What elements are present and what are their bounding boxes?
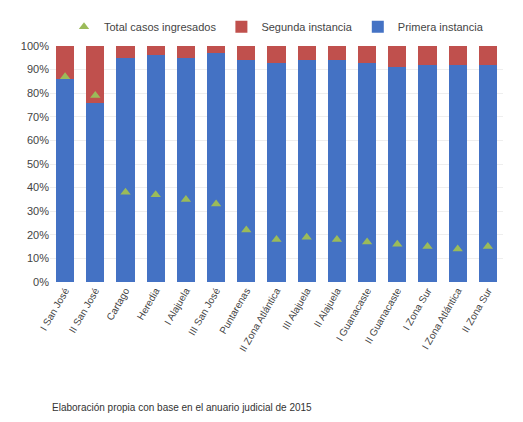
svg-text:I Alajuela: I Alajuela: [162, 286, 192, 327]
svg-text:Segunda instancia: Segunda instancia: [261, 21, 352, 33]
svg-text:II Guanacaste: II Guanacaste: [363, 286, 404, 346]
svg-text:I Guanacaste: I Guanacaste: [334, 286, 373, 343]
svg-text:Total casos ingresados: Total casos ingresados: [104, 21, 216, 33]
svg-text:Elaboración propia con base en: Elaboración propia con base en el anuari…: [52, 402, 312, 413]
svg-text:Heredia: Heredia: [135, 286, 162, 322]
svg-text:III Alajuela: III Alajuela: [280, 286, 313, 332]
svg-text:III San José: III San José: [186, 286, 222, 338]
svg-text:Primera instancia: Primera instancia: [398, 21, 484, 33]
svg-text:II Alajuela: II Alajuela: [312, 286, 343, 329]
svg-text:50%: 50%: [27, 158, 49, 170]
svg-text:80%: 80%: [27, 87, 49, 99]
svg-text:20%: 20%: [27, 229, 49, 241]
svg-text:II Zona Sur: II Zona Sur: [460, 285, 495, 334]
svg-text:70%: 70%: [27, 111, 49, 123]
svg-text:Cartago: Cartago: [104, 286, 132, 323]
svg-text:I Zona Atlántica: I Zona Atlántica: [420, 286, 464, 352]
svg-text:100%: 100%: [21, 40, 49, 52]
svg-text:60%: 60%: [27, 134, 49, 146]
svg-text:Puntarenas: Puntarenas: [217, 286, 252, 336]
svg-text:I Zona Sur: I Zona Sur: [401, 285, 434, 332]
svg-text:10%: 10%: [27, 252, 49, 264]
svg-text:II San José: II San José: [67, 286, 102, 335]
svg-text:30%: 30%: [27, 205, 49, 217]
svg-text:II Zona Atlántica: II Zona Atlántica: [237, 286, 283, 354]
svg-text:90%: 90%: [27, 63, 49, 75]
svg-text:I San José: I San José: [38, 286, 71, 333]
svg-text:40%: 40%: [27, 181, 49, 193]
svg-text:0%: 0%: [33, 276, 49, 288]
